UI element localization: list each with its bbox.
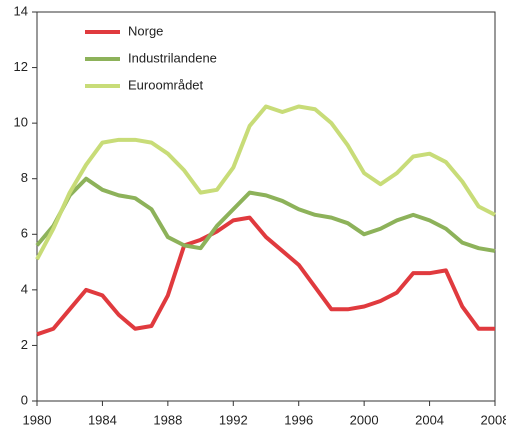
y-tick-label: 8 xyxy=(21,170,28,185)
series-line xyxy=(35,104,496,261)
series-line xyxy=(36,215,495,337)
legend-label: Industrilandene xyxy=(128,50,217,65)
y-tick-label: 10 xyxy=(14,115,28,130)
legend-label: Norge xyxy=(128,23,163,38)
y-tick-label: 12 xyxy=(14,59,28,74)
x-tick-label: 1984 xyxy=(88,412,117,427)
x-tick-label: 1988 xyxy=(153,412,182,427)
y-tick-label: 6 xyxy=(21,226,28,241)
legend-label: Euroområdet xyxy=(128,77,204,92)
y-tick-label: 14 xyxy=(14,3,28,18)
x-tick-label: 2000 xyxy=(350,412,379,427)
x-tick-label: 1992 xyxy=(219,412,248,427)
plot-frame xyxy=(36,11,496,402)
series-line xyxy=(35,176,496,253)
x-tick-label: 1996 xyxy=(284,412,313,427)
x-tick-label: 1980 xyxy=(23,412,52,427)
y-tick-label: 2 xyxy=(21,337,28,352)
y-tick-label: 0 xyxy=(21,392,28,407)
x-tick-label: 2004 xyxy=(415,412,444,427)
y-tick-label: 4 xyxy=(21,281,28,296)
x-tick-label: 2008 xyxy=(481,412,506,427)
